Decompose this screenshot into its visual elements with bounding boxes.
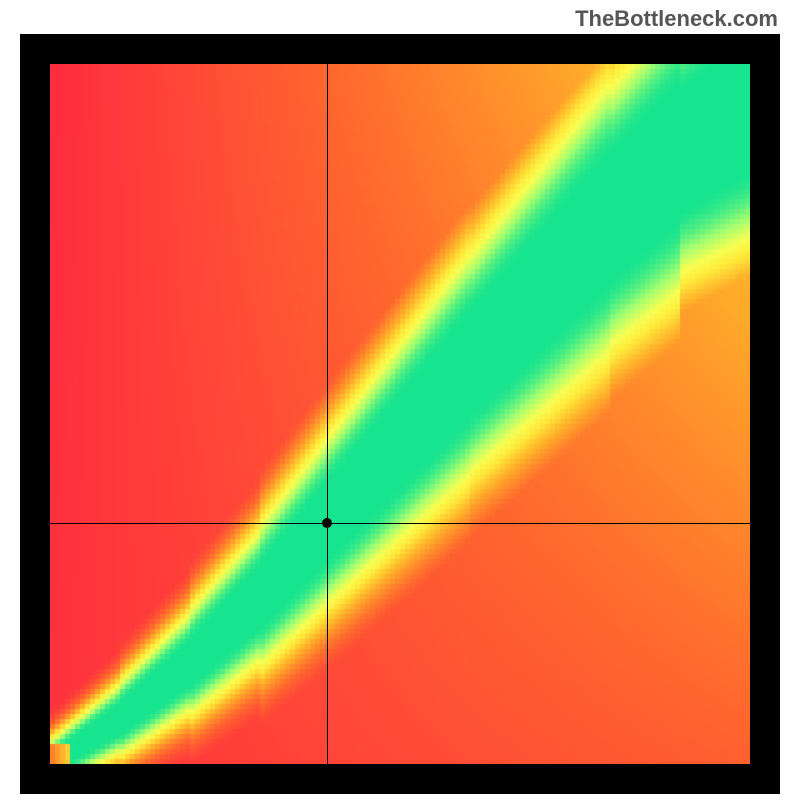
- crosshair-vertical: [327, 64, 328, 764]
- heatmap-area: [50, 64, 750, 764]
- crosshair-marker: [322, 518, 332, 528]
- heatmap-canvas: [50, 64, 750, 764]
- watermark-text: TheBottleneck.com: [575, 6, 778, 32]
- heatmap-frame: [20, 34, 780, 794]
- page: TheBottleneck.com: [0, 0, 800, 800]
- crosshair-horizontal: [50, 523, 750, 524]
